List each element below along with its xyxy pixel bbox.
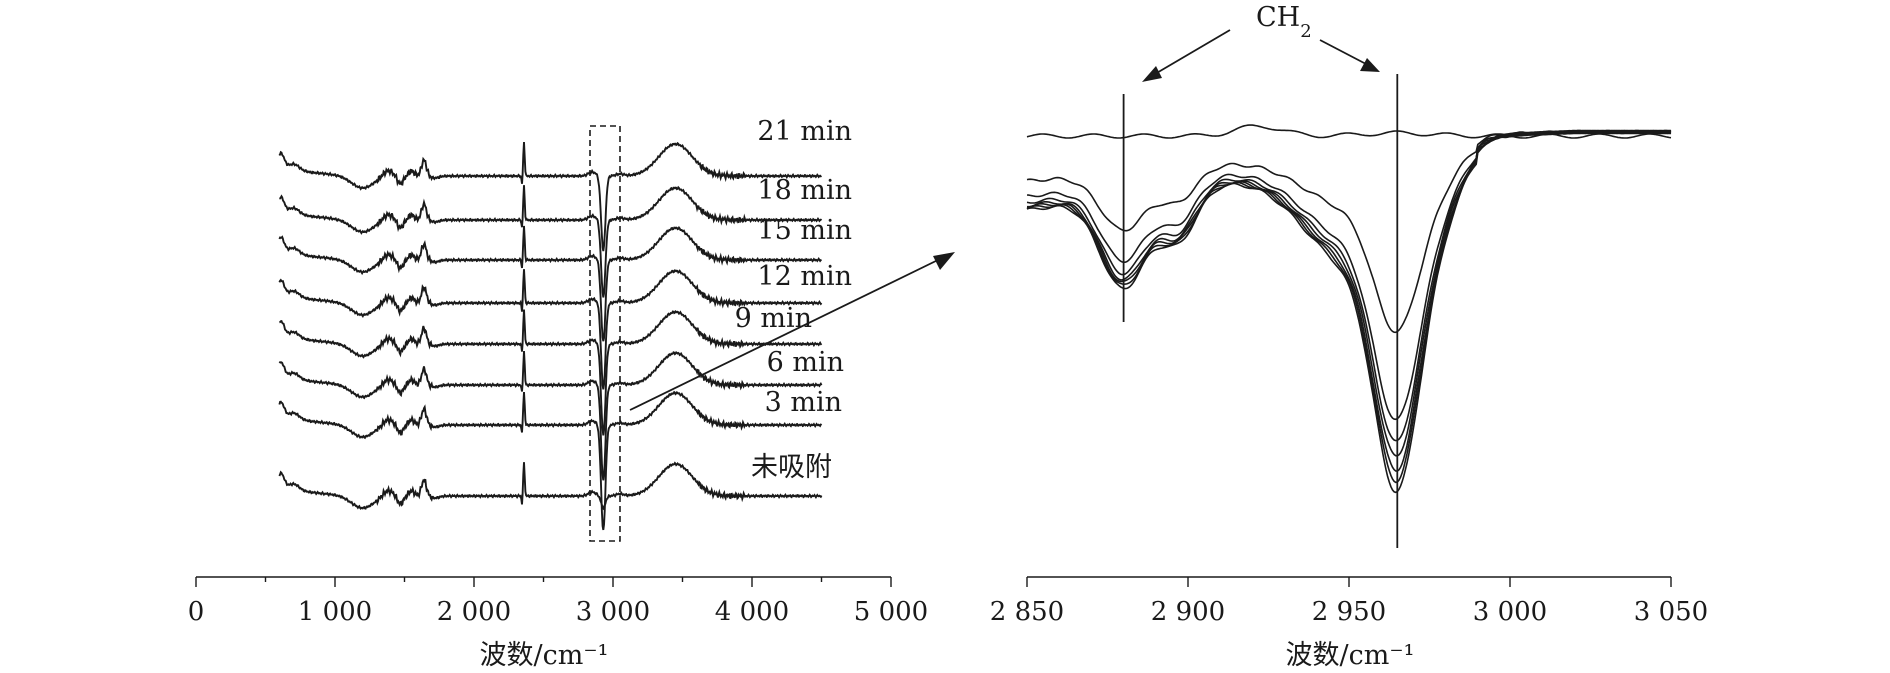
series-label-9-min: 9 min [735,303,812,334]
right-x-axis-title: 波数/cm⁻¹ [1286,640,1415,671]
ch2-label-main: CH [1256,2,1300,33]
spectrum-9-min [279,309,823,436]
right-curves-group [1026,124,1672,494]
series-label-6-min: 6 min [767,347,844,378]
spectrum-15-min [278,225,822,342]
left-x-axis: 0 1 000 2 000 3 000 4 000 5 000 [188,576,928,627]
zoom-curve-未吸附 [1026,124,1672,139]
zoom-box [589,125,621,542]
zoom-arrow [629,252,955,411]
left-x-tick-label: 4 000 [715,597,789,627]
zoom-curve-21-min [1026,129,1672,494]
spectrum-未吸附 [278,461,823,511]
right-x-tick-label: 3 000 [1473,597,1547,627]
right-x-tick-label: 2 850 [990,597,1064,627]
series-label-未吸附: 未吸附 [751,452,832,483]
left-spectra-group [278,141,823,531]
right-x-axis: 2 850 2 900 2 950 3 000 3 050 [990,576,1708,627]
series-label-15-min: 15 min [757,215,852,246]
right-x-tick-label: 2 950 [1312,597,1386,627]
left-x-tick-label: 2 000 [437,597,511,627]
spectrum-18-min [279,185,823,298]
left-series-labels: 21 min 18 min 15 min 12 min 9 min 6 min 3 min 未… [735,116,852,483]
spectrum-21-min [278,141,822,252]
left-panel: 21 min 18 min 15 min 12 min 9 min 6 min 3 min 未… [188,116,928,671]
ch2-arrow-right-head [1360,58,1380,72]
right-panel: CH2 2 850 2 900 2 950 3 000 3 050 波数/cm⁻¹ [990,2,1708,671]
spectrum-12-min [278,269,823,390]
zoom-curve-18-min [1026,129,1672,484]
ch2-marker-lines [1122,74,1399,548]
series-label-3-min: 3 min [765,387,842,418]
left-x-tick-label: 1 000 [298,597,372,627]
spectrum-3-min [278,390,823,531]
ch2-label-subscript: 2 [1300,21,1311,42]
left-x-tick-label: 3 000 [576,597,650,627]
spectrum-6-min [278,350,823,481]
series-label-18-min: 18 min [757,175,852,206]
left-x-tick-label: 0 [188,597,205,627]
left-x-axis-title: 波数/cm⁻¹ [480,640,609,671]
right-x-tick-label: 3 050 [1634,597,1708,627]
ch2-label: CH2 [1256,2,1312,42]
series-label-12-min: 12 min [757,261,852,292]
right-x-tick-label: 2 900 [1151,597,1225,627]
ch2-annotation: CH2 [1142,2,1380,82]
left-x-tick-label: 5 000 [854,597,928,627]
ch2-arrow-left-head [1142,66,1162,82]
zoom-curve-15-min [1026,129,1672,472]
series-label-21-min: 21 min [757,116,852,147]
